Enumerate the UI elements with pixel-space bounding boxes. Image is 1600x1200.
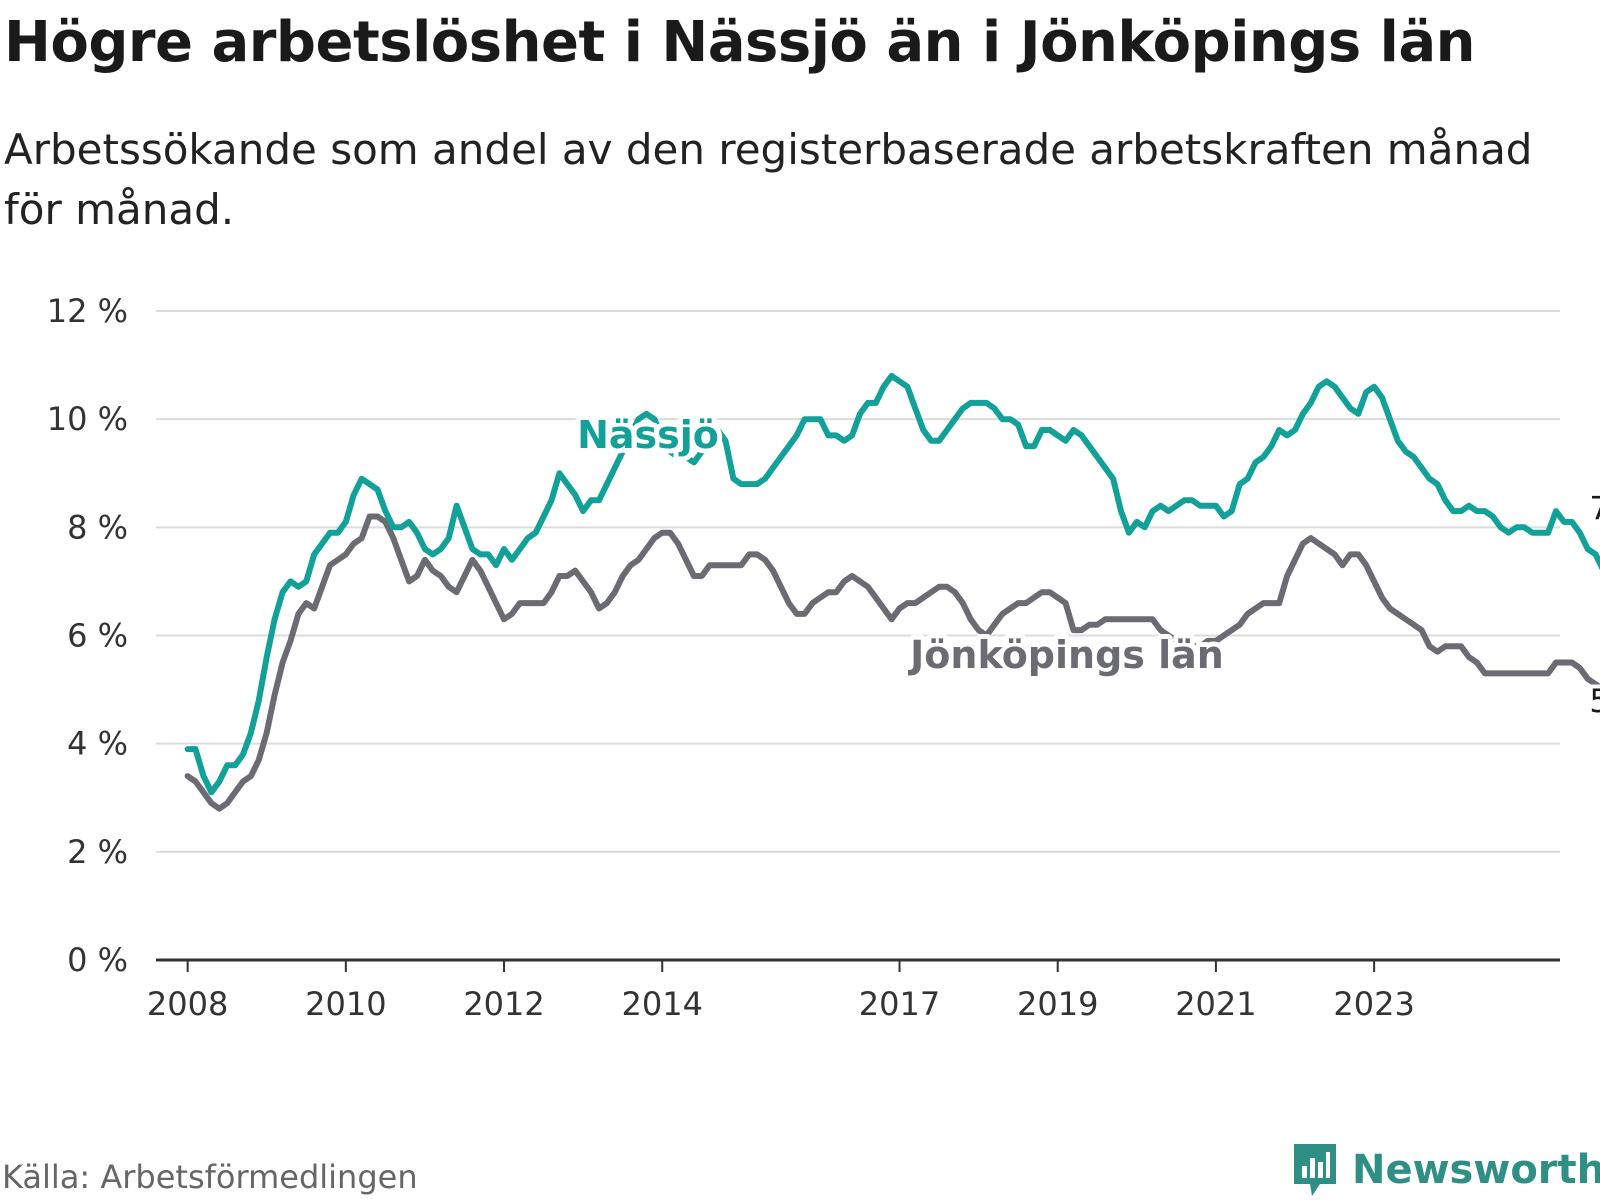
series-line-jonkopings-lan <box>184 513 1600 812</box>
y-tick-label: 8 % <box>67 508 128 546</box>
brand-logo: Newsworthy <box>1290 1140 1600 1200</box>
chart-subtitle: Arbetssökande som andel av den registerb… <box>4 125 1533 234</box>
series-label-jonkopings-lan: Jönköpings län <box>907 633 1224 677</box>
series-lines <box>184 372 1600 812</box>
x-tick-label: 2023 <box>1333 985 1414 1023</box>
y-tick-label: 2 % <box>67 833 128 871</box>
x-tick-label: 2008 <box>147 985 228 1023</box>
y-axis-ticks: 0 % 2 % 4 % 6 % 8 % 10 % 12 % <box>47 292 128 979</box>
end-value-label-jonkopings-lan: 5,4 % <box>1589 682 1600 720</box>
x-tick-label: 2010 <box>305 985 386 1023</box>
chart-title: Högre arbetslöshet i Nässjö än i Jönköpi… <box>4 10 1476 75</box>
y-tick-label: 0 % <box>67 941 128 979</box>
y-tick-label: 4 % <box>67 725 128 763</box>
x-tick-label: 2017 <box>859 985 940 1023</box>
source-note: Källa: Arbetsförmedlingen <box>2 1158 418 1196</box>
end-value-label-nassjo: 7,7 % <box>1589 490 1600 528</box>
x-tick-label: 2019 <box>1017 985 1098 1023</box>
x-tick-label: 2021 <box>1175 985 1256 1023</box>
y-tick-label: 6 % <box>67 617 128 655</box>
brand-name: Newsworthy <box>1352 1147 1600 1193</box>
y-tick-label: 12 % <box>47 292 128 330</box>
newsworthy-logo-icon <box>1294 1144 1336 1196</box>
x-tick-label: 2014 <box>622 985 703 1023</box>
x-axis: 2008 2010 2012 2014 2017 2019 2021 2023 <box>147 958 1560 1023</box>
series-labels: Nässjö Jönköpings län 7,7 % 5,4 % <box>572 408 1600 724</box>
y-tick-label: 10 % <box>47 400 128 438</box>
series-line-nassjo <box>184 372 1600 796</box>
series-label-nassjo: Nässjö <box>577 413 719 457</box>
x-tick-label: 2012 <box>463 985 544 1023</box>
